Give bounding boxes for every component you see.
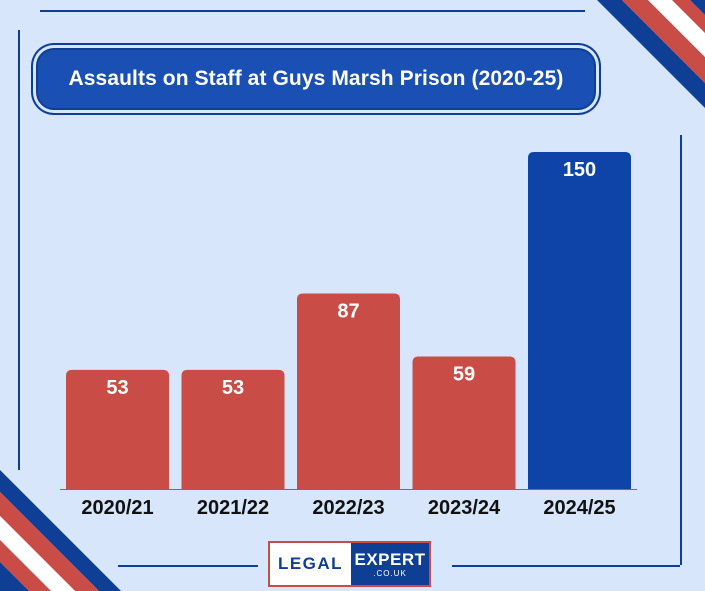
- frame-bottom-right-line: [452, 565, 680, 567]
- bar-2020-21: [66, 369, 169, 489]
- value-label: 53: [106, 377, 128, 399]
- category-label: 2024/25: [543, 497, 615, 519]
- bottom-left-stripes: [0, 470, 121, 591]
- legal-expert-logo: LEGAL EXPERT .CO.UK: [268, 541, 431, 587]
- frame-right-line: [680, 135, 682, 565]
- logo-left-text: LEGAL: [270, 543, 351, 585]
- logo-right-block: EXPERT .CO.UK: [351, 543, 429, 585]
- logo-sub-text: .CO.UK: [373, 568, 407, 578]
- frame-bottom-left-line: [118, 565, 258, 567]
- category-label: 2023/24: [428, 497, 501, 519]
- frame-top-line: [40, 10, 585, 12]
- chart-title: Assaults on Staff at Guys Marsh Prison (…: [36, 48, 596, 110]
- value-label: 59: [453, 363, 475, 385]
- value-label: 87: [337, 301, 359, 323]
- category-label: 2022/23: [312, 497, 384, 519]
- bar-2022-23: [297, 293, 400, 489]
- logo-right-text: EXPERT: [354, 549, 426, 569]
- frame-left-line: [18, 30, 20, 470]
- category-label: 2020/21: [81, 497, 153, 519]
- value-label: 150: [563, 159, 596, 181]
- bar-2021-22: [181, 369, 285, 489]
- bar-2023-24: [412, 356, 516, 489]
- category-label: 2021/22: [197, 497, 269, 519]
- bar-2024-25: [528, 152, 631, 489]
- top-right-stripes: [597, 0, 705, 108]
- value-label: 53: [222, 377, 244, 399]
